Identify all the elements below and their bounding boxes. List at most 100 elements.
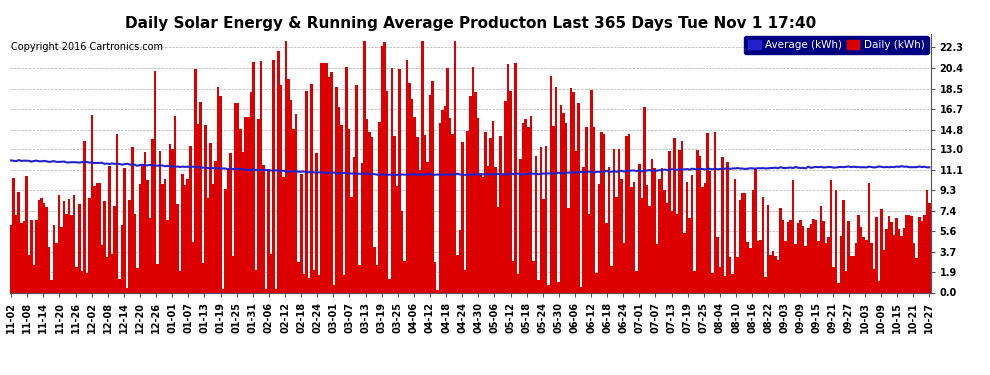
Bar: [310, 84, 313, 292]
Bar: [35, 220, 38, 292]
Bar: [80, 271, 83, 292]
Bar: [658, 179, 660, 292]
Bar: [520, 159, 522, 292]
Bar: [73, 195, 75, 292]
Bar: [543, 200, 545, 292]
Bar: [509, 91, 512, 292]
Bar: [820, 206, 822, 292]
Bar: [522, 123, 525, 292]
Bar: [365, 119, 368, 292]
Bar: [582, 167, 585, 292]
Bar: [743, 193, 746, 292]
Bar: [567, 209, 570, 292]
Bar: [779, 208, 782, 292]
Bar: [852, 256, 855, 292]
Bar: [648, 206, 650, 292]
Bar: [15, 215, 18, 292]
Bar: [290, 99, 292, 292]
Bar: [580, 287, 582, 292]
Bar: [497, 207, 499, 292]
Bar: [822, 221, 825, 292]
Bar: [842, 201, 844, 292]
Bar: [855, 243, 857, 292]
Bar: [414, 117, 416, 292]
Bar: [928, 203, 931, 292]
Bar: [784, 242, 787, 292]
Bar: [158, 151, 161, 292]
Bar: [108, 166, 111, 292]
Bar: [328, 77, 331, 292]
Bar: [116, 134, 119, 292]
Bar: [469, 96, 471, 292]
Bar: [590, 90, 593, 292]
Bar: [631, 187, 633, 292]
Bar: [65, 214, 68, 292]
Bar: [139, 184, 141, 292]
Bar: [378, 122, 381, 292]
Bar: [214, 161, 217, 292]
Bar: [442, 110, 444, 292]
Bar: [163, 178, 166, 292]
Bar: [704, 183, 706, 292]
Bar: [810, 224, 812, 292]
Bar: [202, 263, 204, 292]
Bar: [171, 148, 174, 292]
Bar: [338, 106, 341, 292]
Bar: [499, 136, 502, 292]
Bar: [295, 114, 297, 292]
Bar: [360, 163, 363, 292]
Bar: [151, 139, 153, 292]
Bar: [554, 87, 557, 292]
Bar: [676, 214, 678, 292]
Bar: [494, 167, 497, 292]
Bar: [833, 267, 835, 292]
Bar: [754, 170, 756, 292]
Bar: [789, 220, 792, 292]
Legend: Average (kWh), Daily (kWh): Average (kWh), Daily (kWh): [743, 36, 929, 54]
Bar: [277, 51, 280, 292]
Bar: [549, 76, 552, 292]
Bar: [587, 214, 590, 292]
Bar: [315, 153, 318, 292]
Bar: [512, 261, 515, 292]
Bar: [885, 229, 888, 292]
Bar: [812, 219, 815, 292]
Bar: [227, 170, 230, 292]
Bar: [191, 242, 194, 292]
Bar: [476, 118, 479, 292]
Bar: [830, 180, 833, 292]
Bar: [828, 237, 830, 292]
Bar: [774, 256, 777, 292]
Bar: [121, 225, 124, 292]
Bar: [471, 67, 474, 292]
Bar: [502, 174, 504, 292]
Bar: [865, 240, 867, 292]
Bar: [242, 152, 245, 292]
Bar: [613, 148, 616, 292]
Bar: [292, 129, 295, 292]
Bar: [225, 189, 227, 292]
Bar: [10, 225, 13, 292]
Bar: [269, 254, 272, 292]
Title: Daily Solar Energy & Running Average Producton Last 365 Days Tue Nov 1 17:40: Daily Solar Energy & Running Average Pro…: [125, 16, 816, 31]
Bar: [52, 225, 55, 292]
Bar: [686, 182, 688, 292]
Bar: [230, 153, 232, 292]
Bar: [585, 127, 587, 292]
Bar: [691, 175, 693, 292]
Bar: [559, 105, 562, 292]
Bar: [709, 171, 711, 292]
Bar: [453, 42, 456, 292]
Bar: [124, 168, 126, 292]
Bar: [481, 177, 484, 292]
Bar: [68, 200, 70, 292]
Bar: [890, 222, 893, 292]
Bar: [199, 102, 202, 292]
Bar: [113, 206, 116, 292]
Bar: [782, 220, 784, 292]
Bar: [257, 119, 259, 292]
Bar: [693, 271, 696, 292]
Bar: [217, 87, 219, 292]
Bar: [857, 214, 860, 292]
Bar: [903, 228, 906, 292]
